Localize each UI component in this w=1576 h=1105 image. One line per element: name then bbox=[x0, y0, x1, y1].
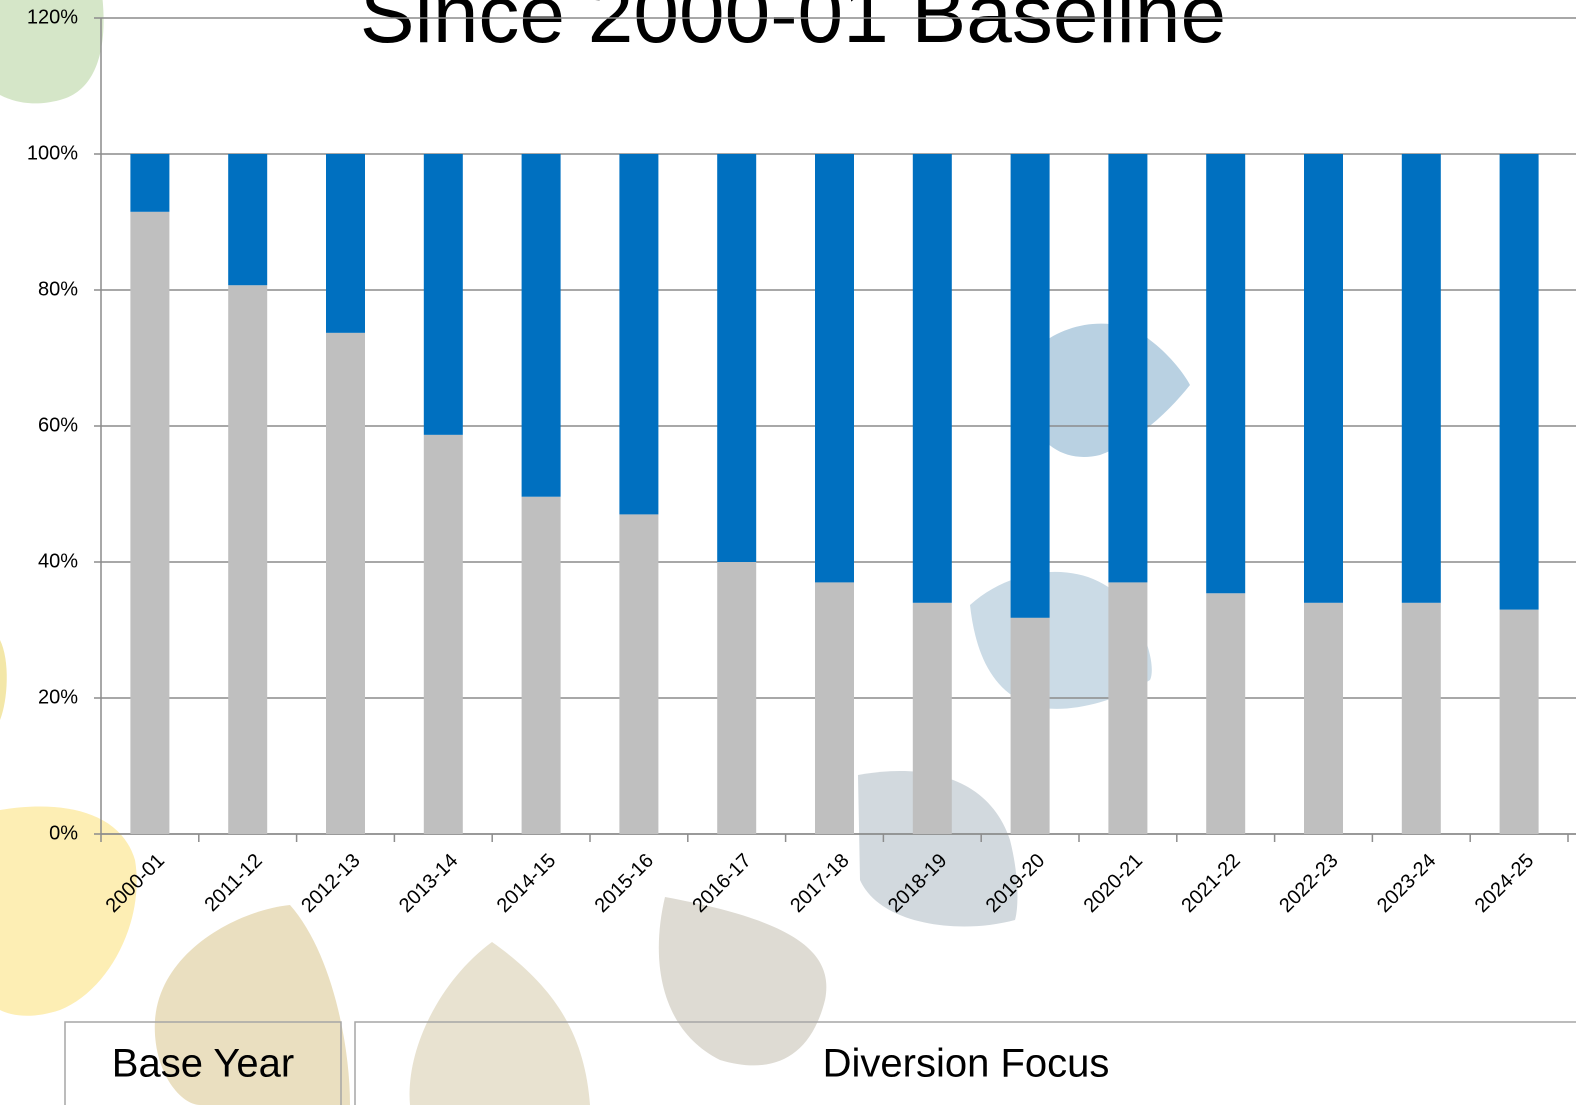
x-tick-label: 2016-17 bbox=[688, 850, 755, 917]
y-tick-label: 40% bbox=[38, 550, 78, 572]
bar-segment bbox=[326, 154, 365, 333]
leaf-decor bbox=[0, 640, 7, 720]
bar-segment bbox=[912, 602, 952, 834]
bar-segment bbox=[423, 434, 463, 834]
bar-segment bbox=[912, 154, 952, 603]
bar-segment bbox=[815, 582, 854, 834]
x-tick-label: 2014-15 bbox=[493, 850, 560, 917]
y-tick-label: 120% bbox=[27, 6, 78, 28]
x-tick-label: 2015-16 bbox=[591, 850, 658, 917]
leaf-decor bbox=[409, 942, 590, 1105]
bar-segment bbox=[1010, 617, 1050, 834]
bar-segment bbox=[1401, 602, 1441, 834]
x-tick-label: 2024-25 bbox=[1471, 850, 1538, 917]
bar-segment bbox=[423, 154, 463, 435]
y-tick-label: 80% bbox=[38, 278, 78, 300]
bar-segment bbox=[815, 154, 854, 583]
x-tick-label: 2020-21 bbox=[1080, 850, 1147, 917]
bar-segment bbox=[521, 496, 561, 834]
bar-segment bbox=[717, 562, 757, 834]
x-tick-label: 2022-23 bbox=[1275, 850, 1342, 917]
x-tick-label: 2017-18 bbox=[786, 850, 853, 917]
footer: Base Year Diversion Focus bbox=[64, 1021, 1576, 1105]
x-tick-label: 2012-13 bbox=[297, 850, 364, 917]
plot-area: 0%20%40%60%80%100%120%2000-01 2011-12 2012… bbox=[27, 6, 1576, 917]
leaf-decor bbox=[0, 806, 137, 1016]
bar-segment bbox=[228, 154, 268, 286]
base-year-box bbox=[64, 1021, 342, 1105]
leaf-decor bbox=[0, 0, 104, 104]
y-tick-label: 100% bbox=[27, 142, 78, 164]
bar-segment bbox=[1304, 602, 1343, 834]
bar-segment bbox=[1108, 582, 1148, 834]
y-tick-label: 0% bbox=[49, 822, 78, 844]
x-tick-label: 2011-12 bbox=[200, 850, 266, 916]
x-tick-label: 2023-24 bbox=[1373, 850, 1440, 917]
bar-segment bbox=[1304, 154, 1343, 603]
leaf-decor bbox=[858, 771, 1018, 927]
bar-segment bbox=[1499, 154, 1539, 610]
bar-segment bbox=[130, 211, 170, 835]
y-tick-label: 60% bbox=[38, 414, 78, 436]
bar-segment bbox=[1108, 154, 1148, 583]
bar-segment bbox=[619, 154, 659, 515]
bar-segment bbox=[1010, 154, 1050, 618]
chart-title: Since 2000-01 Baseline bbox=[360, 0, 1226, 60]
bar-segment bbox=[1206, 593, 1246, 834]
bar-segment bbox=[717, 154, 757, 562]
y-tick-label: 20% bbox=[38, 686, 78, 708]
leaf-decor bbox=[154, 905, 350, 1105]
diversion-focus-label: Diversion Focus bbox=[823, 1042, 1110, 1086]
bar-segment bbox=[1206, 154, 1246, 594]
x-tick-label: 2013-14 bbox=[395, 850, 462, 917]
bar-segment bbox=[228, 285, 268, 834]
diversion-focus-box bbox=[354, 1021, 1576, 1105]
bar-segment bbox=[1401, 154, 1441, 603]
bar-segment bbox=[130, 154, 170, 212]
base-year-label: Base Year bbox=[112, 1042, 294, 1086]
bar-segment bbox=[326, 332, 365, 834]
leaf-decor bbox=[658, 897, 827, 1066]
bar-segment bbox=[521, 154, 561, 497]
x-tick-label: 2021-22 bbox=[1177, 850, 1244, 917]
bar-segment bbox=[619, 514, 659, 834]
bar-segment bbox=[1499, 609, 1539, 834]
